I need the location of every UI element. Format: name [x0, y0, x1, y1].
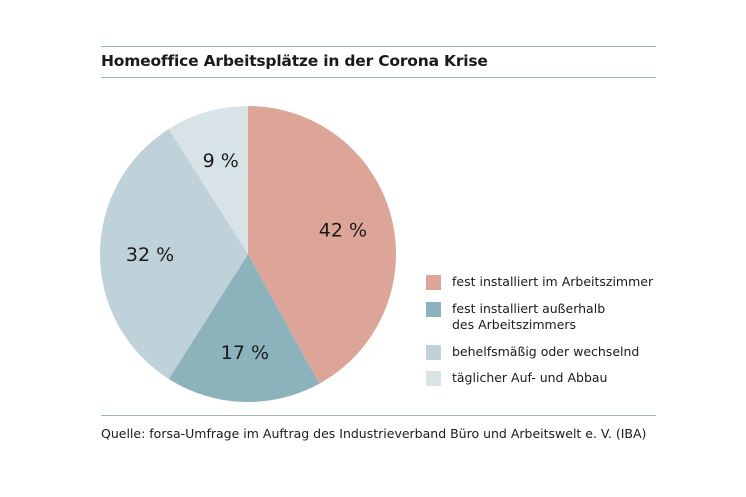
slice-value-label: 42 % — [319, 220, 367, 242]
legend-item: fest installiert im Arbeitszimmer — [426, 274, 653, 290]
legend-swatch — [426, 371, 441, 386]
legend-swatch — [426, 275, 441, 290]
chart-title: Homeoffice Arbeitsplätze in der Corona K… — [101, 52, 488, 70]
legend-item: behelfsmäßig oder wechselnd — [426, 344, 639, 360]
pie-slice — [168, 106, 248, 254]
title-rule — [101, 77, 656, 78]
bottom-rule — [101, 415, 656, 416]
legend-swatch — [426, 302, 441, 317]
slice-value-label: 9 % — [203, 150, 239, 172]
slice-value-label: 32 % — [126, 244, 174, 266]
legend-label: fest installiert im Arbeitszimmer — [452, 274, 654, 289]
legend-item: fest installiert außerhalb des Arbeitszi… — [426, 301, 605, 333]
source-note: Quelle: forsa-Umfrage im Auftrag des Ind… — [101, 426, 647, 441]
legend-label: fest installiert außerhalb des Arbeitszi… — [452, 301, 606, 332]
top-rule — [101, 46, 656, 47]
legend-item: täglicher Auf- und Abbau — [426, 370, 607, 386]
legend-swatch — [426, 345, 441, 360]
legend-label: behelfsmäßig oder wechselnd — [452, 344, 640, 359]
slice-value-label: 17 % — [221, 342, 269, 364]
pie-slice — [168, 254, 320, 402]
legend-label: täglicher Auf- und Abbau — [452, 370, 608, 385]
pie-slice — [99, 129, 248, 379]
pie-slice — [248, 106, 396, 384]
